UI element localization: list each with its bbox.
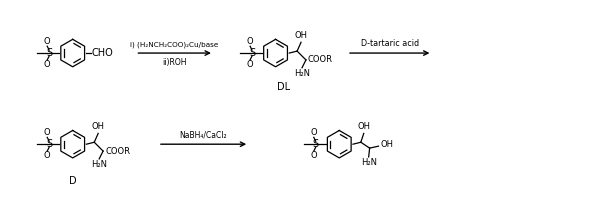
Text: H₂N: H₂N xyxy=(294,69,310,78)
Text: O: O xyxy=(310,128,317,137)
Text: O: O xyxy=(44,151,50,160)
Text: S: S xyxy=(46,48,52,58)
Text: S: S xyxy=(46,139,52,149)
Text: NaBH₄/CaCl₂: NaBH₄/CaCl₂ xyxy=(180,130,227,139)
Text: OH: OH xyxy=(92,122,105,131)
Text: CHO: CHO xyxy=(92,48,113,58)
Text: COOR: COOR xyxy=(308,55,333,64)
Text: O: O xyxy=(247,60,253,69)
Text: DL: DL xyxy=(277,83,290,92)
Text: O: O xyxy=(44,60,50,69)
Text: O: O xyxy=(44,37,50,46)
Text: O: O xyxy=(44,128,50,137)
Text: H₂N: H₂N xyxy=(91,160,107,169)
Text: D-tartaric acid: D-tartaric acid xyxy=(361,39,419,48)
Text: OH: OH xyxy=(381,140,393,149)
Text: ii)ROH: ii)ROH xyxy=(162,58,187,67)
Text: i) (H₂NCH₂COO)₂Cu/base: i) (H₂NCH₂COO)₂Cu/base xyxy=(130,42,219,48)
Text: O: O xyxy=(310,151,317,160)
Text: S: S xyxy=(249,48,255,58)
Text: O: O xyxy=(247,37,253,46)
Text: COOR: COOR xyxy=(105,147,130,156)
Text: D: D xyxy=(69,176,76,186)
Text: OH: OH xyxy=(358,122,370,131)
Text: H₂N: H₂N xyxy=(361,158,377,167)
Text: S: S xyxy=(313,139,319,149)
Text: OH: OH xyxy=(295,31,307,40)
